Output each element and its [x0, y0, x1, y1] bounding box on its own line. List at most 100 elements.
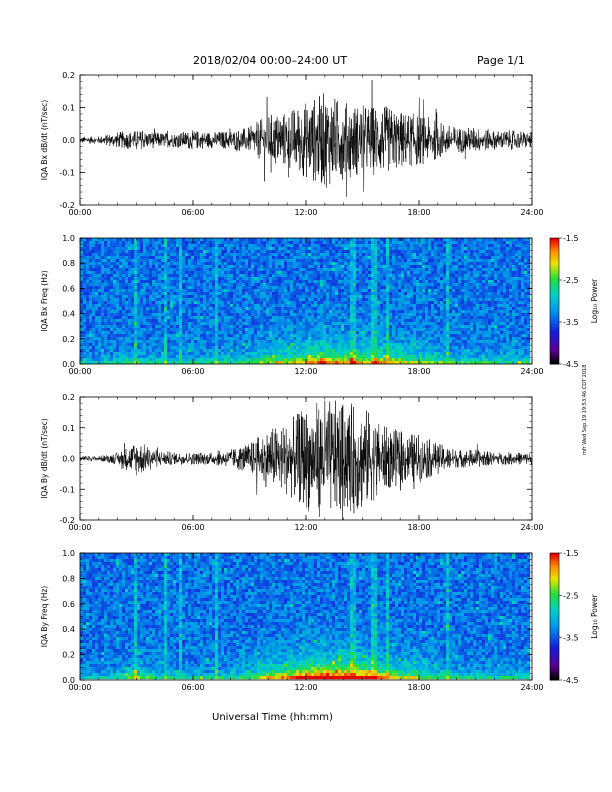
spectrogram-cell [146, 259, 150, 263]
spectrogram-cell [272, 244, 276, 248]
spectrogram-cell [128, 280, 132, 284]
spectrogram-cell [140, 295, 144, 299]
spectrogram-cell [404, 325, 408, 329]
spectrogram-cell [167, 244, 171, 248]
spectrogram-cell [119, 304, 123, 308]
spectrogram-cell [344, 355, 348, 359]
spectrogram-cell [206, 355, 210, 359]
spectrogram-cell [278, 322, 282, 326]
spectrogram-cell [401, 268, 405, 272]
spectrogram-cell [146, 289, 150, 293]
spectrogram-cell [182, 361, 186, 365]
spectrogram-cell [155, 349, 159, 353]
spectrogram-cell [407, 319, 411, 323]
spectrogram-cell [80, 328, 84, 332]
spectrogram-cell [137, 358, 141, 362]
spectrogram-cell [404, 328, 408, 332]
spectrogram-cell [233, 298, 237, 302]
spectrogram-cell [218, 289, 222, 293]
spectrogram-cell [287, 250, 291, 254]
spectrogram-cell [392, 286, 396, 290]
spectrogram-cell [170, 241, 174, 245]
spectrogram-cell [134, 355, 138, 359]
spectrogram-cell [164, 334, 168, 338]
spectrogram-cell [422, 277, 426, 281]
spectrogram-cell [407, 304, 411, 308]
spectrogram-cell [89, 253, 93, 257]
spectrogram-cell [110, 244, 114, 248]
spectrogram-cell [419, 355, 423, 359]
spectrogram-cell [107, 328, 111, 332]
spectrogram-cell [287, 331, 291, 335]
spectrogram-cell [146, 355, 150, 359]
spectrogram-cell [401, 346, 405, 350]
spectrogram-cell [413, 241, 417, 245]
spectrogram-cell [137, 253, 141, 257]
spectrogram-cell [113, 328, 117, 332]
spectrogram-cell [248, 316, 252, 320]
spectrogram-cell [104, 331, 108, 335]
spectrogram-cell [167, 301, 171, 305]
spectrogram-cell [164, 322, 168, 326]
spectrogram-cell [143, 340, 147, 344]
spectrogram-cell [245, 256, 249, 260]
spectrogram-cell [140, 283, 144, 287]
spectrogram-cell [185, 337, 189, 341]
spectrogram-cell [83, 358, 87, 362]
spectrogram-cell [236, 295, 240, 299]
spectrogram-cell [332, 361, 336, 365]
spectrogram-cell [170, 334, 174, 338]
spectrogram-cell [203, 325, 207, 329]
spectrogram-cell [320, 319, 324, 323]
spectrogram-cell [98, 289, 102, 293]
spectrogram-cell [356, 244, 360, 248]
spectrogram-cell [215, 292, 219, 296]
spectrogram-cell [308, 328, 312, 332]
spectrogram-cell [335, 298, 339, 302]
spectrogram-cell [278, 331, 282, 335]
spectrogram-cell [332, 238, 336, 242]
spectrogram-cell [251, 259, 255, 263]
spectrogram-cell [149, 280, 153, 284]
spectrogram-cell [98, 316, 102, 320]
spectrogram-cell [152, 253, 156, 257]
spectrogram-cell [167, 268, 171, 272]
spectrogram-cell [251, 247, 255, 251]
spectrogram-cell [257, 241, 261, 245]
spectrogram-cell [398, 271, 402, 275]
spectrogram-cell [179, 346, 183, 350]
spectrogram-cell [200, 334, 204, 338]
spectrogram-cell [386, 262, 390, 266]
spectrogram-cell [413, 307, 417, 311]
spectrogram-cell [89, 355, 93, 359]
spectrogram-cell [116, 355, 120, 359]
spectrogram-cell [365, 274, 369, 278]
spectrogram-cell [296, 355, 300, 359]
spectrogram-cell [305, 256, 309, 260]
spectrogram-cell [242, 283, 246, 287]
spectrogram-cell [185, 295, 189, 299]
spectrogram-cell [329, 301, 333, 305]
spectrogram-cell [353, 280, 357, 284]
spectrogram-cell [317, 268, 321, 272]
spectrogram-cell [410, 337, 414, 341]
spectrogram-cell [311, 313, 315, 317]
spectrogram-cell [104, 301, 108, 305]
spectrogram-cell [89, 280, 93, 284]
spectrogram-cell [362, 319, 366, 323]
spectrogram-cell [257, 349, 261, 353]
spectrogram-cell [134, 319, 138, 323]
spectrogram-cell [209, 319, 213, 323]
spectrogram-cell [209, 337, 213, 341]
spectrogram-cell [422, 247, 426, 251]
spectrogram-cell [104, 271, 108, 275]
spectrogram-cell [383, 283, 387, 287]
spectrogram-cell [149, 352, 153, 356]
spectrogram-cell [353, 274, 357, 278]
spectrogram-cell [80, 343, 84, 347]
spectrogram-cell [269, 301, 273, 305]
spectrogram-cell [191, 262, 195, 266]
spectrogram-cell [323, 289, 327, 293]
spectrogram-cell [344, 271, 348, 275]
spectrogram-cell [83, 304, 87, 308]
